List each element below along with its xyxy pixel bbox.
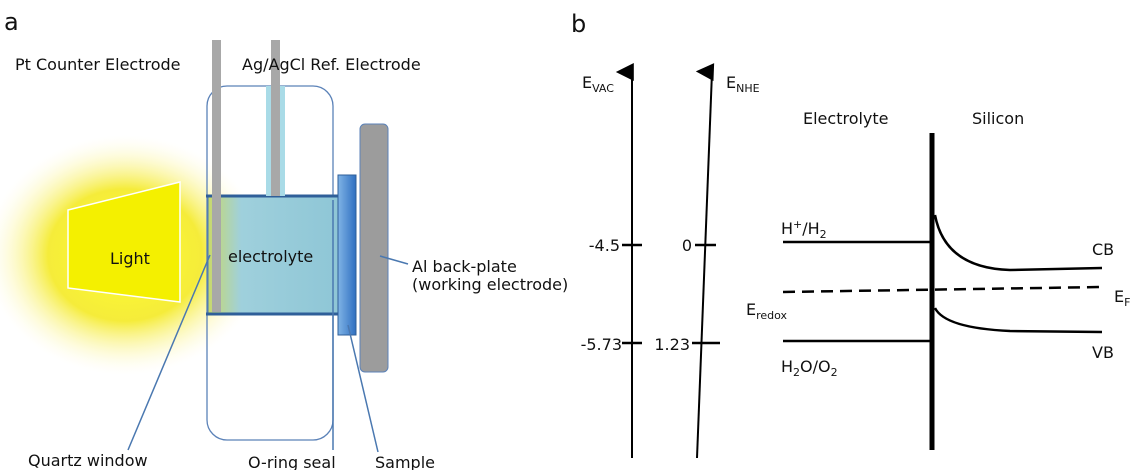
band-label: CB xyxy=(1092,240,1114,259)
text-part: E xyxy=(582,73,592,92)
ref-electrode xyxy=(271,40,280,86)
ref-electrode xyxy=(271,86,280,196)
back-plate xyxy=(359,123,389,373)
band-label: VB xyxy=(1092,343,1114,362)
region-label: Electrolyte xyxy=(803,109,889,128)
redox-label: H2O/O2 xyxy=(781,357,838,379)
text-part: E xyxy=(726,73,736,92)
text-part: NHE xyxy=(736,82,760,95)
panel-a: a Pt Counter Electrode Ag/AgCl Ref. Elec… xyxy=(0,8,568,470)
pt-electrode xyxy=(212,40,221,312)
eredox-label: Eredox xyxy=(746,300,788,322)
label: (working electrode) xyxy=(412,275,568,294)
axis-title: ENHE xyxy=(726,73,760,95)
text-part: 2 xyxy=(831,366,838,379)
label: Pt Counter Electrode xyxy=(15,55,181,74)
text-part: O/O xyxy=(800,357,831,376)
leader-line xyxy=(379,255,409,265)
text-part: H xyxy=(781,357,793,376)
text-part: E xyxy=(1114,287,1124,306)
fermi-level xyxy=(782,285,1103,294)
sample xyxy=(337,174,357,336)
level-label: -5.73 xyxy=(581,335,622,354)
label: Quartz window xyxy=(28,451,148,470)
redox-label: H+/H2 xyxy=(781,218,827,241)
text-part: H xyxy=(781,219,793,238)
panel-label: a xyxy=(4,8,19,36)
text-part: E xyxy=(746,300,756,319)
label: Ag/AgCl Ref. Electrode xyxy=(242,55,421,74)
label: Sample xyxy=(375,453,435,470)
electrolyte-volume xyxy=(207,195,341,315)
cb-band xyxy=(933,214,1103,272)
panel-b: b EVAC ENHE Electrolyte Silicon -4.5 0 -… xyxy=(571,10,1130,459)
text-part: 2 xyxy=(793,366,800,379)
label: O-ring seal xyxy=(248,453,336,470)
leader-line xyxy=(347,324,379,453)
text-part: + xyxy=(793,218,802,231)
label: electrolyte xyxy=(228,247,313,266)
level-label: 1.23 xyxy=(654,335,690,354)
text-part: F xyxy=(1124,296,1130,309)
ef-label: EF xyxy=(1114,287,1130,309)
text-part: VAC xyxy=(592,82,614,95)
label: Al back-plate xyxy=(412,257,517,276)
region-label: Silicon xyxy=(972,109,1024,128)
vb-band xyxy=(933,307,1103,334)
leader-line xyxy=(127,254,211,451)
nhe-axis xyxy=(695,63,715,459)
level-label: 0 xyxy=(682,236,692,255)
text-part: redox xyxy=(756,309,787,322)
axis-title: EVAC xyxy=(582,73,614,95)
text-part: /H xyxy=(802,219,819,238)
label: Light xyxy=(110,249,150,268)
panel-label: b xyxy=(571,10,586,38)
light-source xyxy=(67,181,181,303)
level-label: -4.5 xyxy=(589,236,620,255)
text-part: 2 xyxy=(820,228,827,241)
